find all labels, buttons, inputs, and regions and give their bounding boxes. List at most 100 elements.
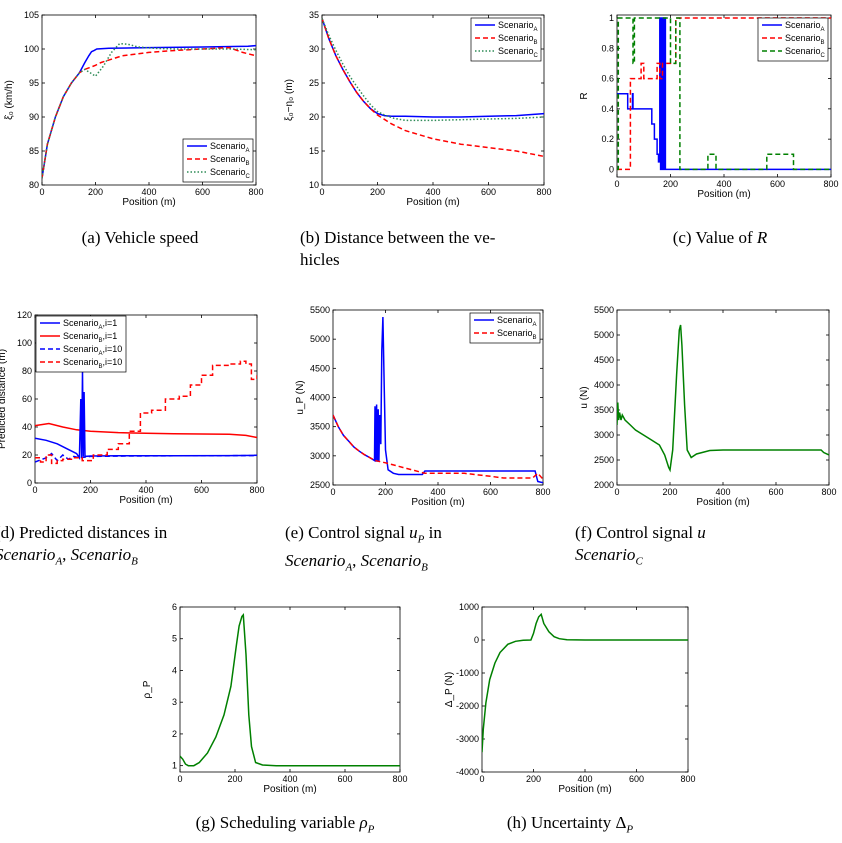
legend-label: ScenarioB	[498, 33, 538, 46]
y-tick-label: 105	[24, 10, 39, 20]
series-line-0	[180, 613, 400, 767]
plot-area	[179, 606, 401, 773]
y-tick-label: 20	[309, 112, 319, 122]
x-tick-label: 400	[716, 179, 731, 189]
series-line-0	[35, 422, 257, 439]
x-tick-label: 0	[330, 487, 335, 497]
y-tick-label: 3500	[594, 405, 614, 415]
y-tick-label: 2500	[594, 455, 614, 465]
x-tick-label: 200	[526, 774, 541, 784]
y-tick-label: 5500	[594, 305, 614, 315]
x-axis-label: Position (m)	[263, 784, 316, 795]
y-tick-label: 3000	[310, 451, 330, 461]
y-tick-label: 5000	[594, 330, 614, 340]
legend-label: ScenarioB	[497, 328, 537, 341]
y-tick-label: 3500	[310, 422, 330, 432]
chart-c: 0 200 400 600 800 0 0.2 0.4 0.6 0.8 1 Position (m) R…	[579, 13, 839, 200]
legend: ScenarioA,i=1ScenarioB,i=1ScenarioA,i=10…	[35, 315, 127, 373]
x-tick-label: 800	[536, 187, 551, 197]
caption-c: (c) Value of R	[672, 228, 768, 247]
y-tick-label: 100	[24, 44, 39, 54]
series-line-0	[617, 17, 831, 171]
y-axis-label: ξ̇₀ (km/h)	[4, 80, 15, 120]
series-line-3	[35, 360, 257, 465]
y-tick-label: 20	[22, 450, 32, 460]
series-line-0	[482, 612, 688, 753]
legend-label: ScenarioC	[210, 167, 251, 180]
legend-label: ScenarioA	[498, 20, 538, 33]
y-tick-label: 0	[27, 478, 32, 488]
y-tick-label: 5500	[310, 305, 330, 315]
y-tick-label: 4000	[594, 380, 614, 390]
x-tick-label: 0	[614, 487, 619, 497]
series-line-1	[617, 17, 831, 171]
x-axis-label: Position (m)	[406, 197, 459, 208]
caption-f: (f) Control signal u ScenarioC	[575, 523, 706, 568]
caption-b: (b) Distance between the ve-hicles	[300, 228, 496, 269]
legend-label: ScenarioA	[210, 141, 250, 154]
caption-e: (e) Control signal uP in ScenarioA, Scena…	[285, 523, 442, 574]
x-tick-label: 400	[282, 774, 297, 784]
x-tick-label: 400	[715, 487, 730, 497]
y-tick-label: 2500	[310, 480, 330, 490]
y-tick-label: -1000	[456, 668, 479, 678]
series-line-2	[35, 452, 257, 463]
legend-label: ScenarioC	[785, 46, 826, 59]
y-tick-label: 0.6	[601, 74, 614, 84]
x-tick-label: 600	[770, 179, 785, 189]
y-axis-label: ρ_P	[142, 680, 153, 698]
y-tick-label: 60	[22, 394, 32, 404]
x-tick-label: 200	[227, 774, 242, 784]
x-tick-label: 0	[32, 485, 37, 495]
chart-a: 0 200 400 600 800 80 85 90 95 100 105 Position (m) ξ…	[4, 10, 264, 208]
y-tick-label: 4500	[310, 363, 330, 373]
y-axis-label: R	[579, 92, 590, 99]
x-axis-label: Position (m)	[119, 495, 172, 506]
series-line-0	[617, 324, 829, 473]
x-tick-label: 800	[821, 487, 836, 497]
y-tick-label: 25	[309, 78, 319, 88]
y-tick-label: 4500	[594, 355, 614, 365]
x-tick-label: 800	[535, 487, 550, 497]
chart-h: 0 200 400 600 800 -4000 -3000 -2000 -1000 0 1000 Po…	[444, 602, 696, 795]
y-tick-label: 1	[609, 13, 614, 23]
y-tick-label: 4000	[310, 393, 330, 403]
y-axis-label: ξ₀−η₀ (m)	[284, 79, 295, 121]
caption-a: (a) Vehicle speed	[81, 228, 199, 247]
y-tick-label: 2000	[594, 480, 614, 490]
legend-label: ScenarioA,i=10	[63, 344, 122, 357]
chart-d: 0 200 400 600 800 0 20 40 60 80 100 120 Position (m)…	[0, 310, 265, 506]
legend-label: ScenarioA	[785, 20, 825, 33]
y-tick-label: 1000	[459, 602, 479, 612]
x-tick-label: 400	[138, 485, 153, 495]
y-tick-label: 6	[172, 602, 177, 612]
x-tick-label: 400	[577, 774, 592, 784]
y-tick-label: 80	[22, 366, 32, 376]
x-tick-label: 0	[614, 179, 619, 189]
x-axis-label: Position (m)	[411, 497, 464, 508]
chart-f: 0 200 400 600 800 2000 2500 3000 3500 4000 4500 500…	[579, 305, 837, 508]
y-axis-label: Predicted distance (m)	[0, 349, 8, 449]
series-line-2	[322, 18, 544, 122]
legend-label: ScenarioB,i=10	[63, 357, 122, 370]
chart-e: 0 200 400 600 800 2500 3000 3500 4000 4500 5000 550…	[295, 305, 551, 508]
x-tick-label: 0	[39, 187, 44, 197]
x-tick-label: 800	[248, 187, 263, 197]
plot-area	[616, 309, 830, 486]
y-tick-label: 30	[309, 44, 319, 54]
x-tick-label: 200	[88, 187, 103, 197]
chart-b: 0 200 400 600 800 10 15 20 25 30 35 Position (m) ξ₀−…	[284, 10, 552, 208]
y-tick-label: 0.4	[601, 104, 614, 114]
legend-label: ScenarioA,i=1	[63, 318, 117, 331]
y-tick-label: 3	[172, 697, 177, 707]
series-line-2	[42, 42, 256, 179]
x-axis-label: Position (m)	[558, 784, 611, 795]
legend-label: ScenarioC	[498, 46, 539, 59]
legend-label: ScenarioB	[210, 154, 250, 167]
y-tick-label: 90	[29, 112, 39, 122]
y-tick-label: 15	[309, 146, 319, 156]
y-tick-label: 80	[29, 180, 39, 190]
x-axis-label: Position (m)	[696, 497, 749, 508]
